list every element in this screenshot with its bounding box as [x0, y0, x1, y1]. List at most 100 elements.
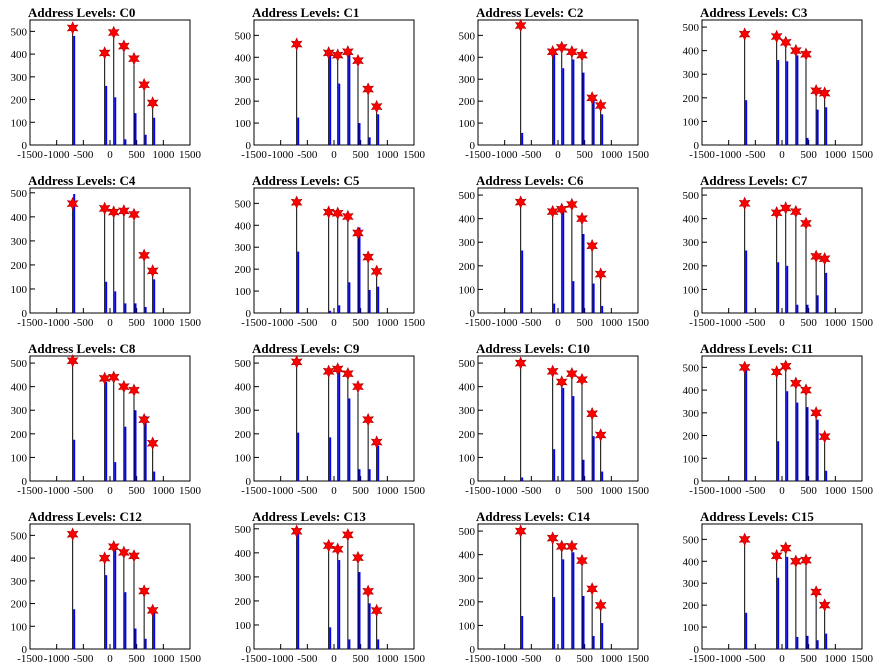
peak-marker	[290, 37, 303, 51]
blue-bar	[114, 462, 117, 481]
chart-panel-9: Address Levels: C90100200300400500-1500-…	[235, 341, 426, 497]
blue-bar	[562, 387, 565, 481]
blue-bar	[114, 97, 117, 145]
peak-marker	[566, 366, 578, 381]
blue-bar	[105, 85, 108, 145]
chart-panel-12: Address Levels: C12 0 100 200 300 400 500 -1500…	[11, 509, 202, 665]
plot-frame	[253, 187, 415, 314]
y-tick-label: 0	[246, 644, 252, 656]
x-tick-label: 0	[331, 485, 337, 497]
x-tick-label: 1500	[851, 485, 874, 497]
blue-bar	[338, 305, 341, 313]
y-tick-label: 200	[459, 597, 476, 609]
x-tick-label: -1500	[465, 149, 491, 161]
y-tick-label: 300	[459, 74, 476, 86]
x-tick-label: -1500	[241, 317, 267, 329]
plot-frame	[253, 355, 415, 482]
blue-bar	[562, 68, 565, 145]
blue-bar	[348, 282, 351, 313]
blue-bar	[368, 469, 371, 481]
blue-bar	[745, 367, 748, 481]
blue-bar	[153, 471, 156, 481]
y-tick-label: 500	[459, 190, 476, 202]
y-tick-label: 200	[683, 431, 700, 443]
blue-bar	[124, 303, 127, 313]
x-tick-label: -500	[297, 653, 318, 665]
x-tick-label: -1500	[17, 485, 43, 497]
peak-marker	[800, 216, 812, 231]
y-tick-label: 400	[11, 382, 28, 394]
peak-marker	[770, 206, 783, 220]
y-tick-label: 500	[459, 526, 476, 538]
y-tick-label: 500	[11, 530, 28, 542]
y-tick-label: 500	[459, 358, 476, 370]
peak-marker	[576, 372, 588, 387]
y-tick-label: 300	[235, 74, 252, 86]
peak-marker	[138, 412, 150, 427]
peak-marker	[790, 554, 802, 569]
y-tick-label: 0	[22, 644, 28, 656]
y-tick-label: 500	[683, 190, 700, 202]
peak-marker	[514, 524, 527, 538]
x-tick-label: -1500	[689, 149, 715, 161]
blue-bar	[796, 304, 799, 313]
blue-bar	[592, 436, 595, 481]
x-tick-label: -500	[521, 653, 542, 665]
peak-marker	[779, 201, 792, 215]
peak-marker	[576, 211, 588, 226]
peak-marker	[118, 204, 130, 218]
chart-title: Address Levels: C12	[28, 509, 142, 524]
x-tick-label: 500	[128, 149, 145, 161]
peak-marker	[810, 249, 822, 264]
x-tick-label: -1500	[17, 317, 43, 329]
y-tick-label: 400	[235, 382, 252, 394]
x-tick-label: 0	[555, 149, 561, 161]
peak-marker	[128, 51, 140, 66]
peak-marker	[586, 239, 598, 253]
peak-marker	[738, 27, 751, 41]
blue-bar	[796, 636, 799, 649]
blue-bar	[134, 410, 137, 481]
y-tick-label: 300	[235, 242, 252, 254]
peak-marker	[342, 209, 354, 224]
peak-marker	[738, 360, 751, 375]
peak-marker	[566, 197, 578, 212]
blue-bar	[114, 547, 117, 649]
x-tick-label: -1000	[716, 149, 742, 161]
plot-frame	[701, 523, 863, 650]
x-tick-label: 1000	[824, 149, 847, 161]
y-tick-label: 200	[11, 599, 28, 611]
peak-marker	[107, 25, 120, 40]
y-tick-label: 0	[22, 476, 28, 488]
x-tick-label: -500	[521, 149, 542, 161]
x-tick-label: 1000	[376, 485, 399, 497]
peak-marker	[128, 549, 140, 563]
peak-marker	[586, 582, 598, 596]
x-tick-label: 1500	[627, 653, 650, 665]
blue-bar	[745, 100, 748, 145]
peak-marker	[331, 206, 344, 220]
peak-marker	[770, 365, 783, 379]
peak-marker	[98, 551, 111, 565]
x-tick-label: 0	[107, 485, 113, 497]
peak-marker	[790, 43, 802, 58]
blue-bar	[297, 251, 300, 313]
peak-marker	[146, 96, 159, 110]
y-tick-label: 100	[683, 284, 700, 296]
x-tick-label: 0	[331, 653, 337, 665]
chart-panel-4: Address Levels: C40100200300400500-1500-…	[11, 173, 202, 329]
plot-frame	[477, 523, 639, 650]
chart-title: Address Levels: C2	[476, 5, 583, 20]
x-tick-label: 1500	[403, 149, 426, 161]
x-tick-label: -1500	[689, 485, 715, 497]
y-tick-label: 0	[694, 140, 700, 152]
peak-marker	[576, 553, 588, 568]
x-tick-label: 1500	[179, 317, 202, 329]
blue-bar	[553, 53, 556, 145]
peak-marker	[322, 205, 335, 219]
x-tick-label: -500	[73, 485, 94, 497]
y-tick-label: 500	[11, 358, 28, 370]
x-tick-label: -1000	[492, 317, 518, 329]
blue-bar	[73, 35, 76, 146]
